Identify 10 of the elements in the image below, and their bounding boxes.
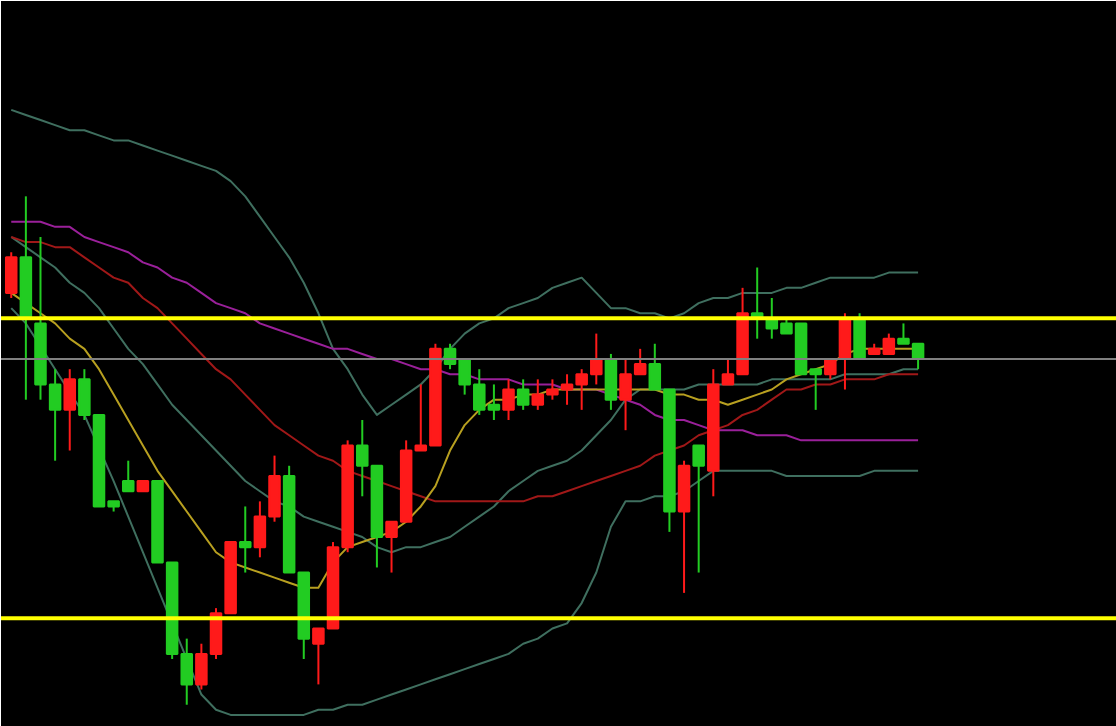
candlestick [63, 368, 77, 452]
candlestick [677, 459, 691, 594]
candlestick [853, 312, 866, 361]
candlestick [121, 459, 135, 493]
candlestick [692, 444, 705, 574]
candlestick [239, 505, 252, 574]
candlestick [604, 352, 618, 411]
candlestick [4, 251, 18, 300]
candlestick [502, 378, 515, 422]
candlestick [516, 378, 530, 411]
